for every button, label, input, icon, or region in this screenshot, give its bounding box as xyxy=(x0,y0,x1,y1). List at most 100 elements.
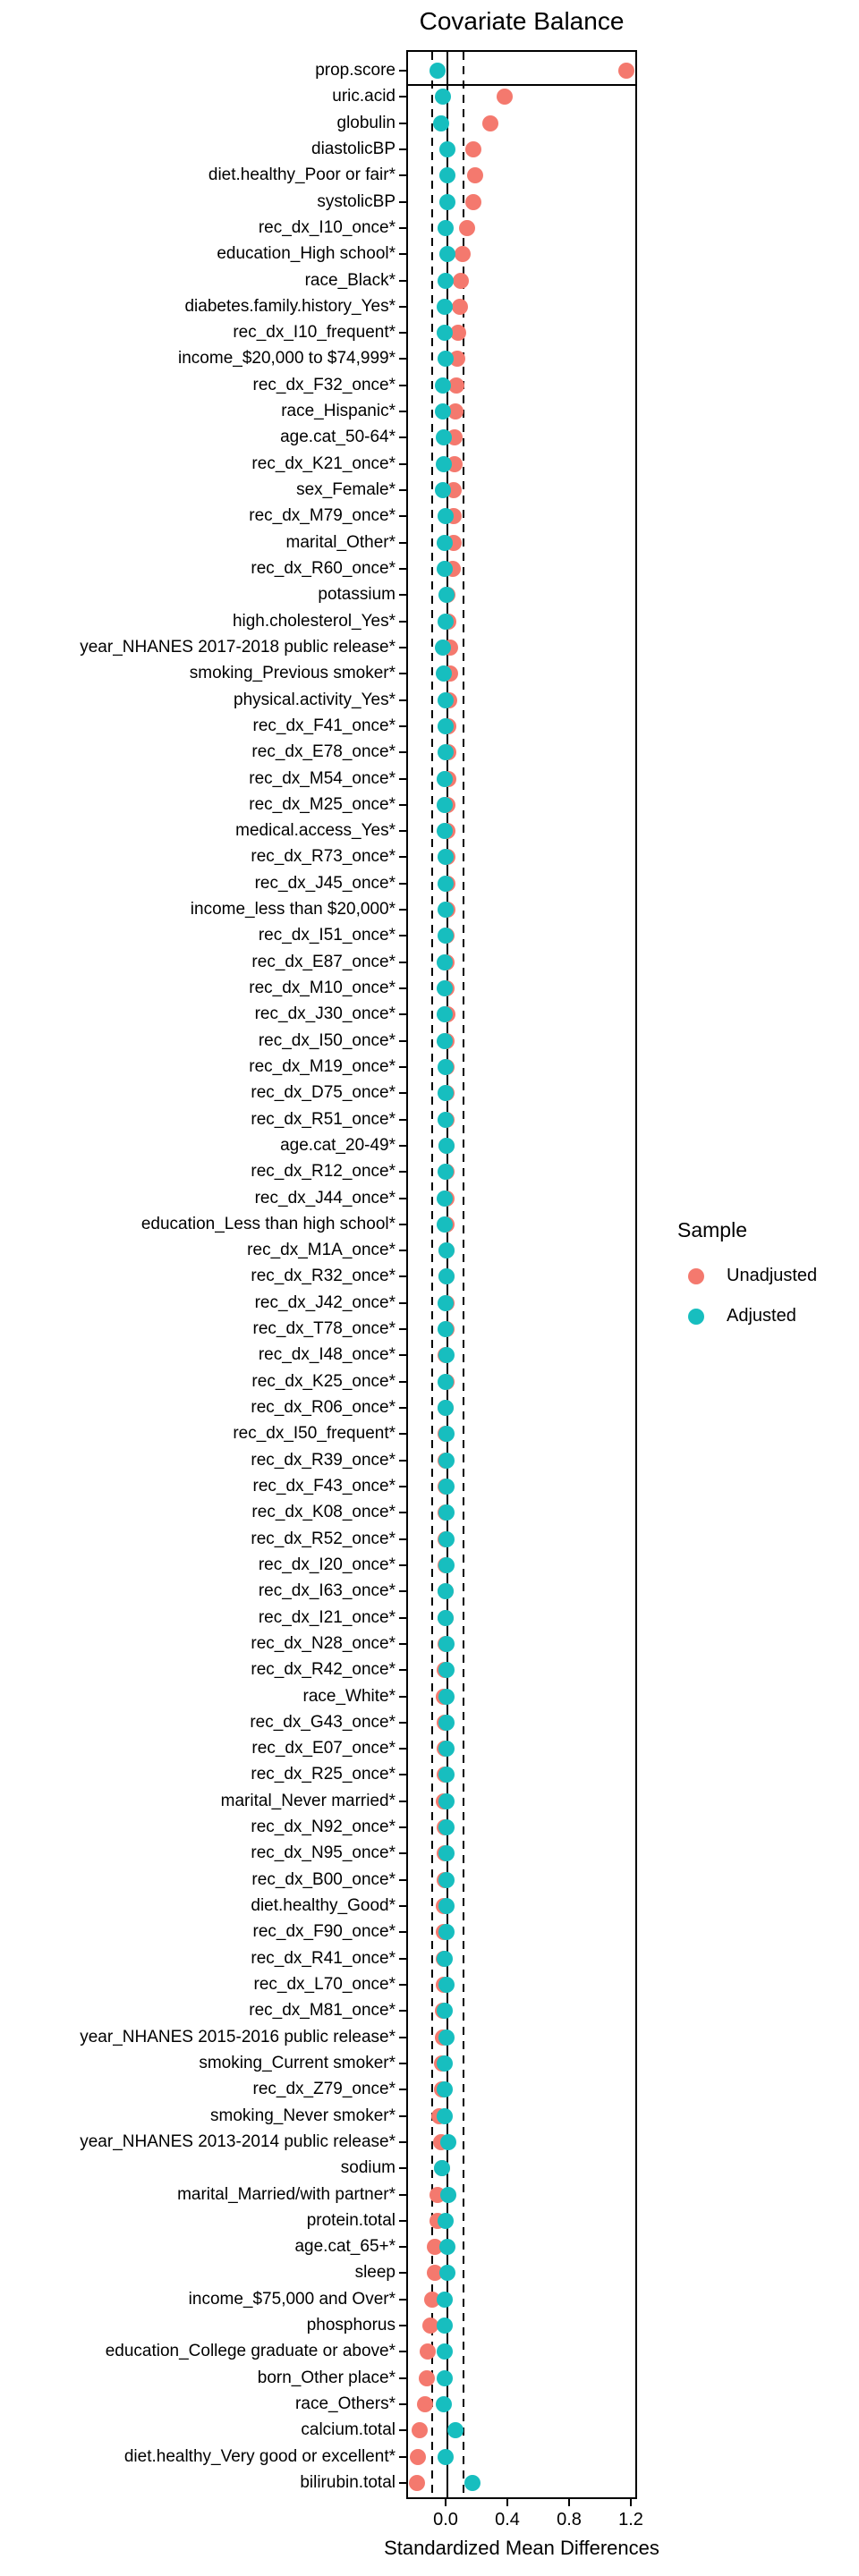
adjusted-dot xyxy=(438,1898,455,1915)
adjusted-dot xyxy=(434,2160,451,2177)
y-axis-tick xyxy=(399,1039,406,1042)
row-label: rec_dx_T78_once* xyxy=(252,1319,396,1339)
row-label: rec_dx_R12_once* xyxy=(251,1162,395,1182)
row-label: rec_dx_F32_once* xyxy=(252,375,396,394)
adjusted-dot xyxy=(438,272,454,289)
row-label: rec_dx_M1A_once* xyxy=(247,1241,395,1260)
row-label: rec_dx_I10_frequent* xyxy=(233,323,395,343)
y-axis-tick xyxy=(399,909,406,911)
adjusted-dot xyxy=(439,2265,456,2282)
adjusted-dot xyxy=(438,928,454,945)
y-axis-tick xyxy=(399,2114,406,2117)
y-axis-tick xyxy=(399,2298,406,2301)
adjusted-dot xyxy=(464,2474,481,2491)
row-label: smoking_Never smoker* xyxy=(210,2106,395,2125)
y-axis-tick xyxy=(399,856,406,859)
row-label: rec_dx_Z79_once* xyxy=(252,2080,396,2099)
adjusted-legend-dot xyxy=(688,1309,704,1325)
row-label: diastolicBP xyxy=(311,139,395,158)
row-label: sleep xyxy=(354,2263,395,2283)
y-axis-tick xyxy=(399,961,406,963)
row-label: rec_dx_L70_once* xyxy=(253,1974,395,1994)
unadjusted-dot xyxy=(418,2369,435,2386)
row-label: rec_dx_R32_once* xyxy=(251,1267,395,1286)
adjusted-dot xyxy=(438,1347,455,1364)
y-axis-tick xyxy=(399,305,406,308)
row-label: marital_Other* xyxy=(285,532,396,552)
unadjusted-dot xyxy=(482,114,499,131)
adjusted-dot xyxy=(438,744,454,761)
adjusted-dot xyxy=(438,2212,454,2229)
y-axis-tick xyxy=(399,332,406,335)
adjusted-dot xyxy=(437,980,454,997)
y-axis-tick xyxy=(399,1197,406,1199)
adjusted-dot xyxy=(438,1242,455,1259)
row-label: rec_dx_R52_once* xyxy=(251,1529,395,1548)
unadjusted-dot xyxy=(409,2448,426,2465)
y-axis-tick xyxy=(399,2089,406,2091)
adjusted-dot xyxy=(438,717,454,734)
y-axis-tick xyxy=(399,1250,406,1252)
y-axis-tick xyxy=(399,2010,406,2012)
adjusted-dot xyxy=(438,219,454,236)
row-label: rec_dx_K25_once* xyxy=(251,1371,395,1391)
y-axis-tick xyxy=(399,594,406,597)
row-label: rec_dx_N28_once* xyxy=(251,1633,395,1653)
row-label: income_$75,000 and Over* xyxy=(188,2289,395,2309)
y-axis-tick xyxy=(399,1013,406,1016)
row-label: rec_dx_J45_once* xyxy=(254,873,395,893)
row-label: education_High school* xyxy=(217,244,395,264)
y-axis-tick xyxy=(399,122,406,124)
y-axis-tick xyxy=(399,935,406,937)
adjusted-dot xyxy=(436,2291,453,2308)
y-axis-tick xyxy=(399,2272,406,2275)
unadjusted-dot xyxy=(411,2422,428,2439)
row-label: sex_Female* xyxy=(296,480,395,500)
adjusted-dot xyxy=(438,613,454,630)
y-axis-tick xyxy=(399,2377,406,2379)
row-label: rec_dx_M19_once* xyxy=(249,1056,395,1076)
row-label: rec_dx_R42_once* xyxy=(251,1660,395,1680)
adjusted-legend-label: Adjusted xyxy=(727,1306,796,1326)
adjusted-dot xyxy=(447,2422,464,2439)
adjusted-dot xyxy=(436,325,453,342)
row-label: year_NHANES 2015-2016 public release* xyxy=(80,2027,395,2046)
row-label: rec_dx_I20_once* xyxy=(258,1555,395,1574)
adjusted-dot xyxy=(436,534,453,551)
y-axis-tick xyxy=(399,1957,406,1960)
adjusted-dot xyxy=(436,2343,453,2360)
y-axis-labels: prop.score uric.acid globulin diastolicBP di… xyxy=(0,0,406,2576)
legend-title: Sample xyxy=(677,1218,747,1241)
row-label: rec_dx_F90_once* xyxy=(252,1922,396,1942)
row-label: rec_dx_D75_once* xyxy=(251,1083,395,1103)
y-axis-tick xyxy=(399,200,406,203)
row-label: smoking_Previous smoker* xyxy=(189,664,395,683)
unadjusted-dot xyxy=(426,2265,443,2282)
x-axis-tick-label: 0.0 xyxy=(433,2510,458,2529)
y-axis-tick xyxy=(399,1931,406,1934)
adjusted-dot xyxy=(438,1085,454,1102)
y-axis-tick xyxy=(399,2062,406,2064)
y-axis-tick xyxy=(399,2429,406,2432)
y-axis-tick xyxy=(399,1354,406,1357)
adjusted-dot xyxy=(438,1479,455,1495)
y-axis-tick xyxy=(399,1878,406,1881)
unadjusted-dot xyxy=(453,272,470,289)
legend-item-adjusted: Adjusted xyxy=(677,1304,856,1329)
legend-item-unadjusted: Unadjusted xyxy=(677,1264,856,1289)
y-axis-tick xyxy=(399,2036,406,2038)
adjusted-dot xyxy=(437,1950,454,1967)
row-label: education_Less than high school* xyxy=(140,1214,395,1233)
x-axis-title: Standardized Mean Differences xyxy=(384,2537,659,2559)
row-label: rec_dx_B00_once* xyxy=(251,1869,395,1889)
row-label: rec_dx_M81_once* xyxy=(249,2001,395,2021)
row-label: race_Black* xyxy=(304,270,395,290)
y-axis-tick xyxy=(399,358,406,360)
adjusted-dot xyxy=(434,482,451,499)
unadjusted-dot xyxy=(617,63,634,79)
y-axis-tick xyxy=(399,1433,406,1436)
row-label: rec_dx_J44_once* xyxy=(254,1188,395,1208)
row-label: rec_dx_R51_once* xyxy=(251,1109,395,1129)
y-axis-tick xyxy=(399,1669,406,1672)
prop-score-separator-line xyxy=(408,84,635,86)
